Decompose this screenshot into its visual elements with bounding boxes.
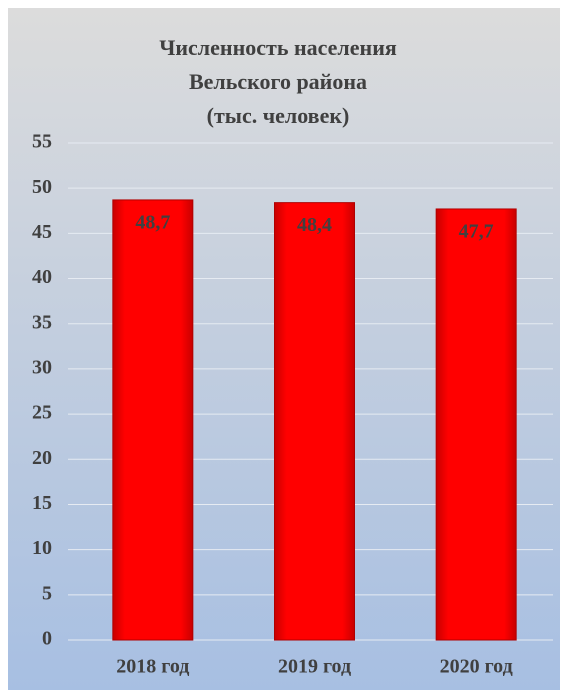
y-tick-label: 5 — [42, 582, 52, 604]
x-tick-label: 2019 год — [278, 656, 351, 678]
y-tick-label: 35 — [32, 311, 52, 333]
y-tick-label: 30 — [32, 357, 52, 379]
y-tick-label: 40 — [32, 266, 52, 288]
bar — [435, 208, 517, 641]
data-label: 48,4 — [297, 214, 332, 236]
bar — [274, 202, 355, 641]
chart-title-line: Вельского района — [189, 69, 367, 94]
x-tick-label: 2020 год — [440, 656, 513, 678]
y-tick-label: 15 — [32, 492, 52, 514]
x-tick-label: 2018 год — [116, 656, 189, 678]
y-tick-label: 50 — [32, 176, 52, 198]
y-tick-label: 55 — [32, 131, 52, 153]
chart-title-line: (тыс. человек) — [207, 103, 350, 128]
bar — [112, 199, 194, 641]
y-tick-label: 0 — [42, 628, 52, 650]
data-label: 48,7 — [135, 212, 170, 234]
y-tick-label: 10 — [32, 537, 52, 559]
data-label: 47,7 — [459, 221, 494, 243]
y-tick-label: 20 — [32, 447, 52, 469]
chart-title-line: Численность населения — [159, 35, 397, 60]
y-tick-label: 45 — [32, 221, 52, 243]
y-tick-label: 25 — [32, 402, 52, 424]
